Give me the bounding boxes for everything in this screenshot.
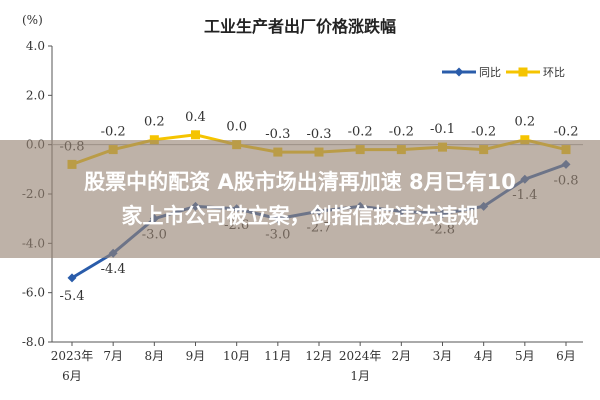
y-tick-label: -8.0: [22, 335, 45, 349]
data-label: 0.4: [185, 110, 206, 125]
chart-title: 工业生产者出厂价格涨跌幅: [204, 17, 396, 36]
y-tick-label: 2.0: [26, 88, 45, 102]
data-label: 0.0: [226, 120, 247, 135]
legend-marker: [518, 67, 528, 77]
data-point: [191, 130, 200, 140]
x-tick-label: 11月: [264, 349, 291, 363]
x-tick-label: 7月: [103, 349, 123, 363]
x-tick-label: 6月: [62, 369, 82, 383]
data-point: [149, 135, 159, 145]
headline-line-1: 股票中的配资 A股市场出清再加速 8月已有10: [84, 170, 516, 194]
y-tick-label: -6.0: [22, 286, 45, 300]
data-point: [520, 135, 530, 145]
data-label: -5.4: [59, 289, 84, 304]
y-tick-label: 4.0: [26, 39, 45, 53]
data-point: [67, 273, 77, 283]
headline-banner[interactable]: 股票中的配资 A股市场出清再加速 8月已有10 家上市公司被立案，剑指信披违法违…: [0, 140, 600, 258]
x-tick-label: 10月: [223, 349, 250, 363]
y-unit-label: (%): [22, 13, 43, 27]
x-tick-label: 2024年: [339, 349, 382, 363]
x-tick-label: 2月: [392, 349, 412, 363]
x-tick-label: 6月: [556, 349, 576, 363]
x-tick-label: 1月: [350, 369, 370, 383]
data-label: 0.2: [144, 115, 165, 130]
data-label: -0.3: [265, 127, 290, 142]
data-label: -0.2: [553, 125, 578, 140]
x-tick-label: 4月: [474, 349, 494, 363]
legend-label: 环比: [543, 66, 565, 79]
x-tick-label: 5月: [515, 349, 535, 363]
data-label: -4.4: [101, 262, 126, 277]
data-label: -0.2: [471, 125, 496, 140]
x-tick-label: 2023年: [51, 349, 94, 363]
x-tick-label: 9月: [186, 349, 206, 363]
legend-label: 同比: [479, 66, 501, 79]
data-label: 0.2: [514, 115, 535, 130]
legend-marker: [454, 67, 464, 77]
data-label: -0.2: [389, 125, 414, 140]
data-label: -0.2: [101, 125, 126, 140]
x-tick-label: 3月: [433, 349, 453, 363]
headline-line-2: 家上市公司被立案，剑指信披违法违规: [121, 204, 479, 228]
x-tick-label: 8月: [145, 349, 165, 363]
data-label: -0.2: [348, 125, 373, 140]
data-label: -0.3: [306, 127, 331, 142]
x-tick-label: 12月: [305, 349, 332, 363]
data-label: -0.1: [430, 122, 455, 137]
